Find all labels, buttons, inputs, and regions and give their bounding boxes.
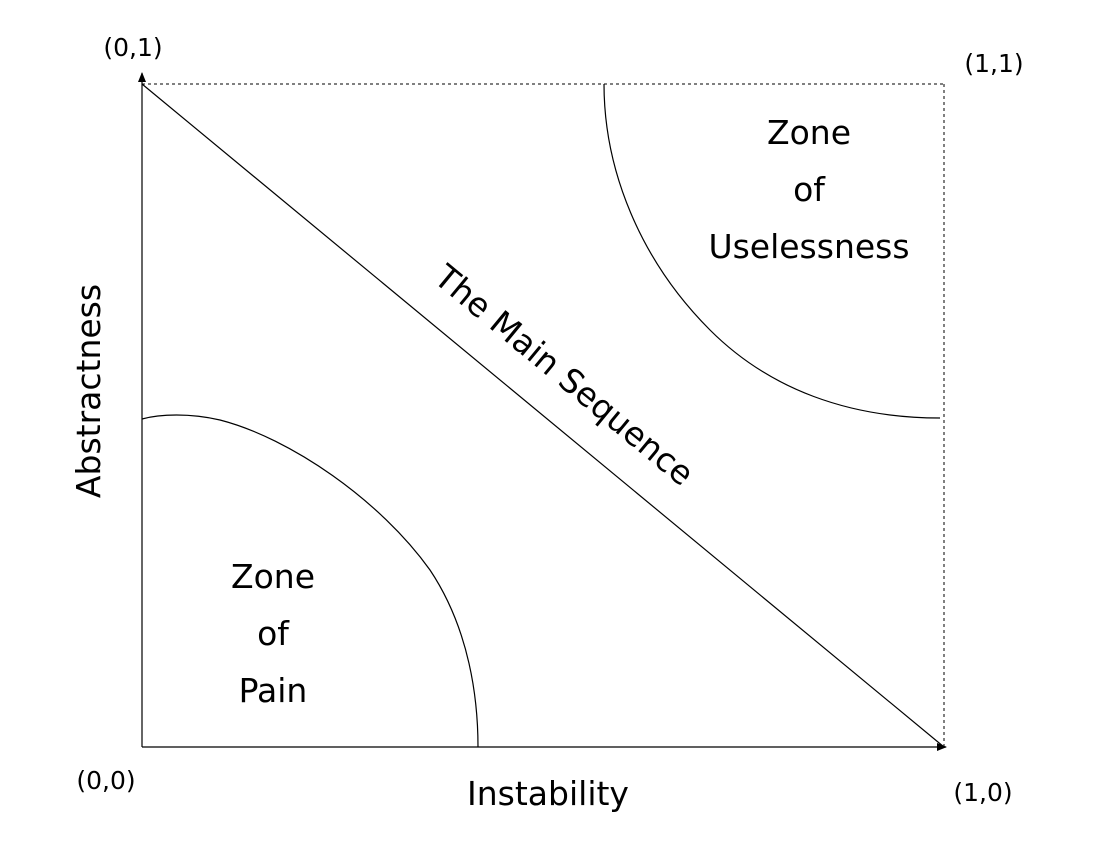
corner-label-origin: (0,0) <box>76 766 135 795</box>
zone-of-pain-arc <box>141 414 479 748</box>
zone-of-uselessness-arc <box>603 83 941 419</box>
zone-of-uselessness-line-2: of <box>793 170 826 209</box>
corner-label-top-left: (0,1) <box>103 33 162 62</box>
zone-of-uselessness-line-3: Uselessness <box>708 227 909 266</box>
x-axis-label: Instability <box>467 774 629 813</box>
zone-of-pain-line-1: Zone <box>231 557 315 596</box>
zone-of-pain-line-3: Pain <box>239 671 308 710</box>
main-sequence-label: The Main Sequence <box>426 256 701 493</box>
main-sequence-line <box>141 83 945 748</box>
corner-label-top-right: (1,1) <box>964 49 1023 78</box>
y-axis-label: Abstractness <box>69 284 108 498</box>
corner-label-bottom-right: (1,0) <box>953 778 1012 807</box>
zone-of-uselessness-line-1: Zone <box>767 113 851 152</box>
zone-of-pain-line-2: of <box>257 614 290 653</box>
